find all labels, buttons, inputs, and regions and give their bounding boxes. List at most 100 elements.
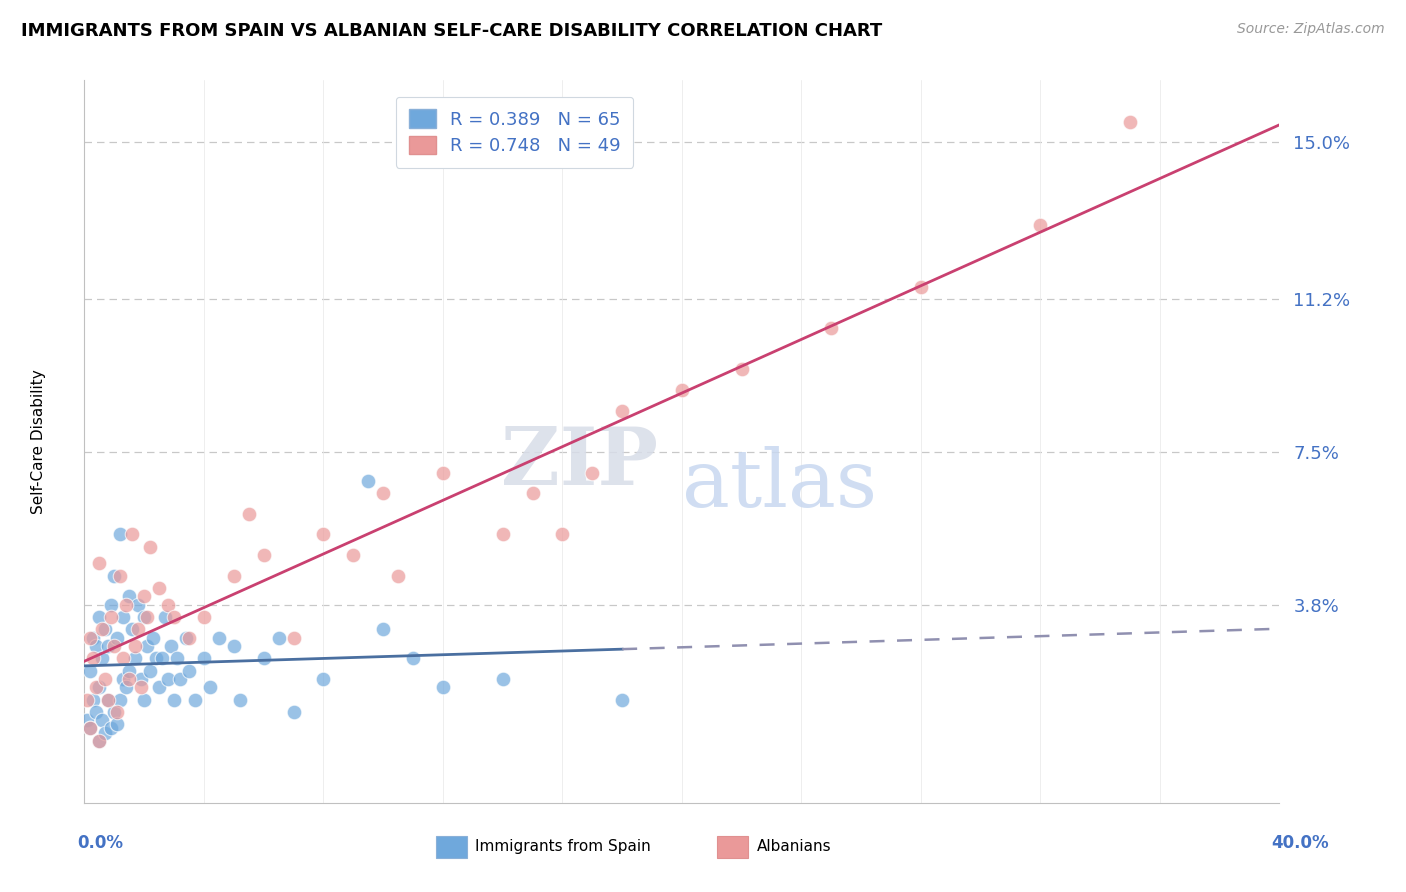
Point xyxy=(150,651,173,665)
Point xyxy=(118,664,141,678)
Point xyxy=(163,610,186,624)
Point xyxy=(94,672,117,686)
Point xyxy=(86,639,108,653)
Point xyxy=(612,692,634,706)
Point xyxy=(86,680,108,694)
Point xyxy=(139,664,162,678)
Point xyxy=(208,631,231,645)
Point xyxy=(89,557,111,571)
Point xyxy=(522,486,544,500)
Point xyxy=(148,680,170,694)
Point xyxy=(283,705,305,719)
Point xyxy=(163,692,186,706)
Point xyxy=(127,623,149,637)
Legend: R = 0.389   N = 65, R = 0.748   N = 49: R = 0.389 N = 65, R = 0.748 N = 49 xyxy=(396,96,633,168)
Text: Source: ZipAtlas.com: Source: ZipAtlas.com xyxy=(1237,22,1385,37)
Point xyxy=(121,623,143,637)
Point xyxy=(112,651,135,665)
Point xyxy=(76,713,98,727)
Text: 0.0%: 0.0% xyxy=(77,834,124,852)
Point xyxy=(671,383,693,397)
Point xyxy=(222,568,245,582)
Point xyxy=(432,466,454,480)
Point xyxy=(312,527,335,541)
Point xyxy=(910,279,932,293)
Point xyxy=(136,610,159,624)
Point xyxy=(373,623,395,637)
Point xyxy=(76,692,98,706)
Point xyxy=(79,664,101,678)
Point xyxy=(229,692,252,706)
Text: Immigrants from Spain: Immigrants from Spain xyxy=(475,839,651,854)
Point xyxy=(110,527,132,541)
Point xyxy=(177,664,200,678)
Point xyxy=(136,639,159,653)
Point xyxy=(148,581,170,595)
Point xyxy=(492,672,515,686)
Point xyxy=(387,568,409,582)
Point xyxy=(132,610,156,624)
Point xyxy=(82,631,104,645)
Point xyxy=(89,734,111,748)
Point xyxy=(1029,218,1052,232)
Point xyxy=(103,705,125,719)
Text: Self-Care Disability: Self-Care Disability xyxy=(31,369,46,514)
Point xyxy=(153,610,176,624)
Point xyxy=(112,610,135,624)
Point xyxy=(110,692,132,706)
Point xyxy=(121,527,143,541)
Text: atlas: atlas xyxy=(682,446,877,524)
Point xyxy=(103,639,125,653)
Point xyxy=(100,722,122,736)
Text: ZIP: ZIP xyxy=(501,425,658,502)
Point xyxy=(132,692,156,706)
Point xyxy=(373,486,395,500)
Point xyxy=(105,631,128,645)
Point xyxy=(169,672,191,686)
Point xyxy=(82,651,104,665)
Point xyxy=(118,672,141,686)
Point xyxy=(612,403,634,417)
Point xyxy=(820,321,842,335)
Point xyxy=(89,610,111,624)
Point xyxy=(160,639,183,653)
Point xyxy=(184,692,207,706)
Point xyxy=(432,680,454,694)
Point xyxy=(402,651,425,665)
Point xyxy=(82,692,104,706)
Point xyxy=(312,672,335,686)
Point xyxy=(91,713,114,727)
Point xyxy=(110,568,132,582)
Point xyxy=(89,734,111,748)
Point xyxy=(79,722,101,736)
Point xyxy=(157,672,180,686)
Point xyxy=(124,639,146,653)
Point xyxy=(193,610,215,624)
Point xyxy=(283,631,305,645)
Point xyxy=(174,631,197,645)
Point xyxy=(492,527,515,541)
Point xyxy=(86,705,108,719)
Point xyxy=(145,651,167,665)
Point xyxy=(198,680,221,694)
Point xyxy=(91,651,114,665)
Text: IMMIGRANTS FROM SPAIN VS ALBANIAN SELF-CARE DISABILITY CORRELATION CHART: IMMIGRANTS FROM SPAIN VS ALBANIAN SELF-C… xyxy=(21,22,883,40)
Point xyxy=(97,692,120,706)
Point xyxy=(132,590,156,604)
Point xyxy=(581,466,603,480)
Point xyxy=(94,623,117,637)
Point xyxy=(157,598,180,612)
Point xyxy=(166,651,188,665)
Point xyxy=(222,639,245,653)
Point xyxy=(129,680,152,694)
Point xyxy=(253,651,276,665)
Point xyxy=(139,540,162,554)
Text: Albanians: Albanians xyxy=(756,839,831,854)
Point xyxy=(100,610,122,624)
Point xyxy=(115,598,138,612)
Point xyxy=(79,722,101,736)
Point xyxy=(129,672,152,686)
Point xyxy=(112,672,135,686)
Point xyxy=(100,598,122,612)
Point xyxy=(357,474,380,488)
